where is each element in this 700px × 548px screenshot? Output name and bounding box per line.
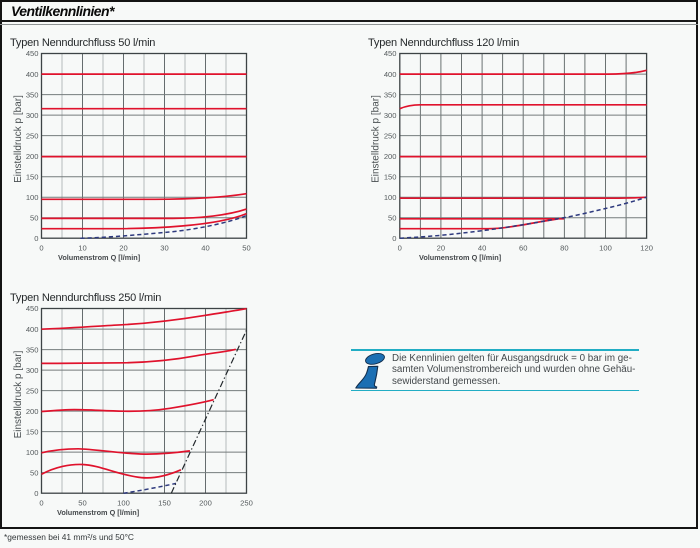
svg-text:10: 10 [78, 244, 86, 253]
svg-text:100: 100 [26, 193, 39, 202]
svg-text:200: 200 [384, 152, 397, 161]
svg-text:400: 400 [26, 325, 39, 334]
svg-text:300: 300 [384, 111, 397, 120]
svg-text:20: 20 [437, 244, 445, 253]
svg-text:350: 350 [26, 90, 39, 99]
svg-text:120: 120 [640, 244, 653, 253]
svg-text:150: 150 [26, 172, 39, 181]
svg-text:250: 250 [26, 386, 39, 395]
svg-text:0: 0 [39, 244, 43, 253]
svg-text:40: 40 [478, 244, 486, 253]
svg-text:80: 80 [560, 244, 568, 253]
svg-text:50: 50 [30, 213, 38, 222]
svg-text:100: 100 [384, 193, 397, 202]
svg-text:Volumenstrom Q [l/min]: Volumenstrom Q [l/min] [419, 253, 502, 262]
svg-text:100: 100 [599, 244, 612, 253]
svg-text:150: 150 [26, 427, 39, 436]
svg-text:Volumenstrom Q [l/min]: Volumenstrom Q [l/min] [57, 508, 140, 517]
svg-text:0: 0 [39, 499, 43, 508]
svg-text:150: 150 [158, 499, 171, 508]
svg-text:200: 200 [26, 152, 39, 161]
svg-text:0: 0 [34, 234, 38, 243]
svg-text:60: 60 [519, 244, 527, 253]
svg-text:350: 350 [384, 90, 397, 99]
svg-text:200: 200 [26, 407, 39, 416]
svg-text:50: 50 [242, 244, 250, 253]
svg-text:100: 100 [117, 499, 130, 508]
svg-text:50: 50 [388, 213, 396, 222]
svg-text:450: 450 [26, 304, 39, 313]
svg-text:100: 100 [26, 448, 39, 457]
svg-text:200: 200 [199, 499, 212, 508]
svg-text:250: 250 [26, 131, 39, 140]
svg-text:250: 250 [240, 499, 253, 508]
svg-text:Einstelldruck p [bar]: Einstelldruck p [bar] [13, 350, 24, 438]
svg-text:Volumenstrom Q [l/min]: Volumenstrom Q [l/min] [58, 253, 141, 262]
svg-text:250: 250 [384, 131, 397, 140]
svg-text:150: 150 [384, 172, 397, 181]
svg-text:40: 40 [201, 244, 209, 253]
svg-text:20: 20 [119, 244, 127, 253]
svg-text:350: 350 [26, 345, 39, 354]
svg-text:450: 450 [384, 49, 397, 58]
svg-text:Einstelldruck p [bar]: Einstelldruck p [bar] [371, 95, 382, 183]
svg-text:0: 0 [398, 244, 402, 253]
svg-text:450: 450 [26, 49, 39, 58]
svg-text:0: 0 [34, 489, 38, 498]
svg-text:30: 30 [160, 244, 168, 253]
svg-text:300: 300 [26, 111, 39, 120]
svg-text:50: 50 [30, 468, 38, 477]
svg-text:300: 300 [26, 366, 39, 375]
svg-text:50: 50 [78, 499, 86, 508]
svg-text:400: 400 [384, 70, 397, 79]
svg-text:0: 0 [392, 234, 396, 243]
svg-text:400: 400 [26, 70, 39, 79]
svg-text:Einstelldruck p [bar]: Einstelldruck p [bar] [13, 95, 24, 183]
